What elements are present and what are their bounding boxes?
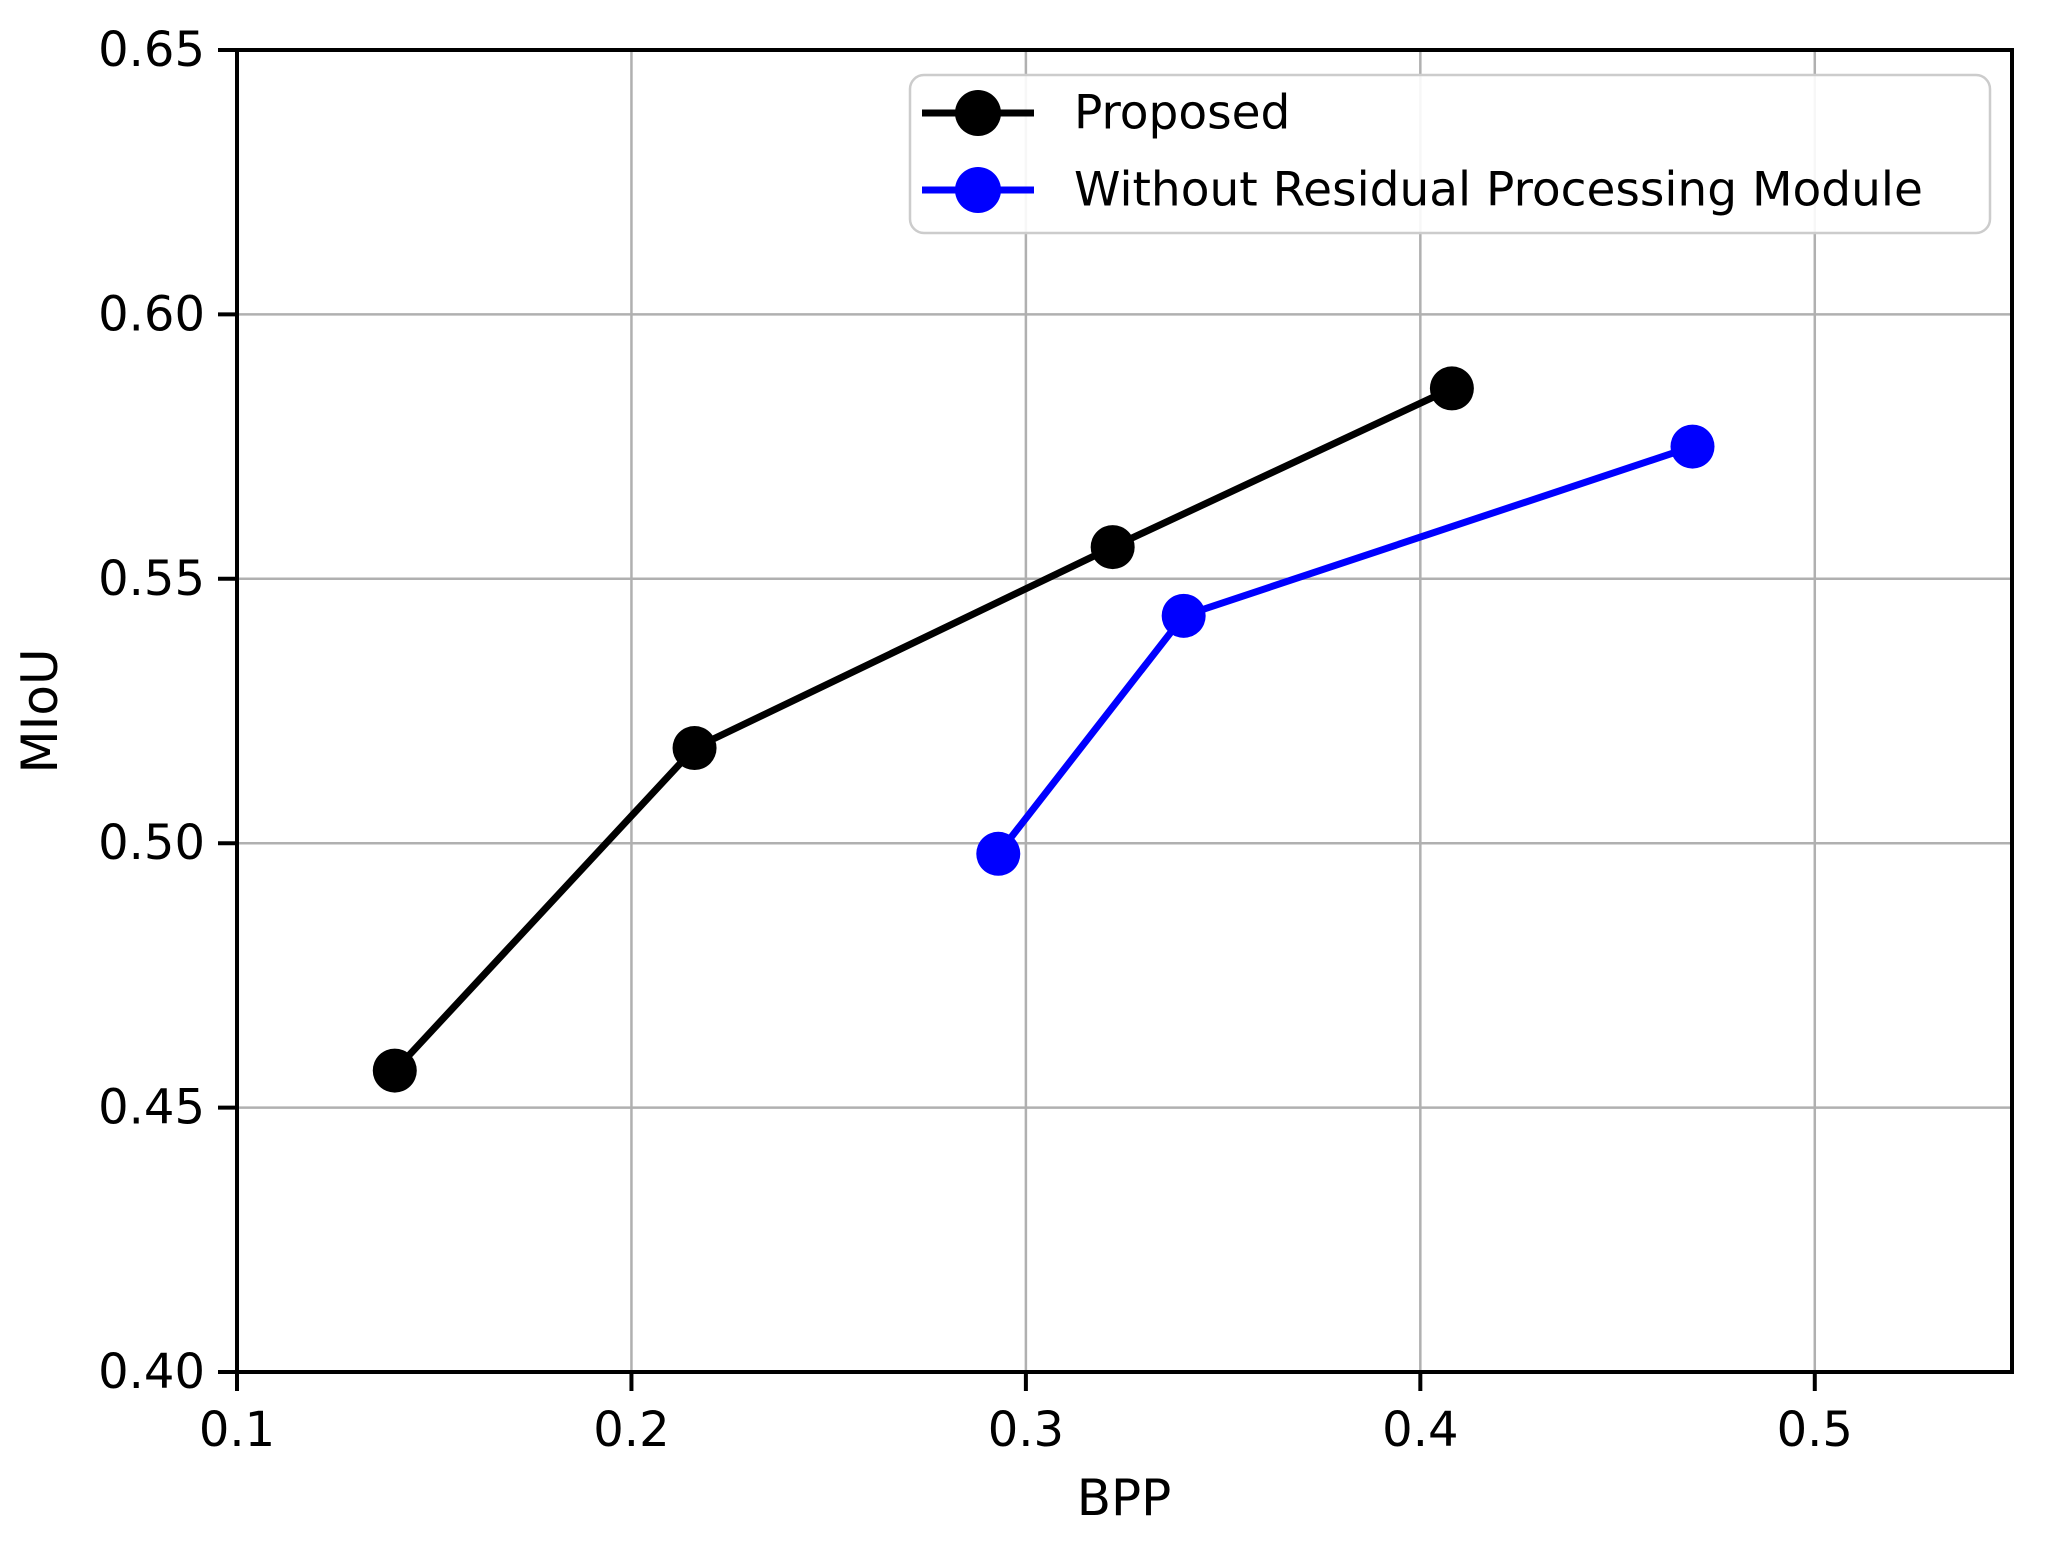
x-tick-label: 0.2 (593, 1402, 669, 1458)
y-tick-label: 0.40 (98, 1344, 205, 1400)
series-without-residual-processing-module-line (994, 443, 1696, 858)
series-proposed-marker (1090, 525, 1135, 570)
axes-layer: 0.1 0.2 0.3 0.4 0.5 0.40 0.45 0.50 0.55 0.60 0.65 (98, 22, 2014, 1458)
series-without-residual-processing-module-marker (976, 831, 1021, 876)
series-proposed-marker (1429, 366, 1474, 411)
y-tick-label: 0.45 (98, 1080, 205, 1136)
y-tick-label: 0.65 (98, 22, 205, 78)
legend-marker (955, 167, 1001, 213)
y-axis-label: MIoU (11, 648, 69, 773)
legend-label-without-residual-processing-module: Without Residual Processing Module (1074, 163, 1923, 218)
legend-box (908, 73, 1992, 235)
y-tick-label: 0.60 (98, 286, 205, 342)
y-tick-label: 0.50 (98, 815, 205, 871)
legend-label-proposed: Proposed (1074, 86, 1290, 141)
x-tick-label: 0.5 (1777, 1402, 1853, 1458)
legend: Proposed Without Residual Processing Modu… (908, 73, 1992, 235)
plot-border (235, 48, 2014, 1374)
series-proposed-line (391, 384, 1456, 1075)
series-proposed-marker (672, 726, 717, 771)
x-tick-label: 0.4 (1382, 1402, 1458, 1458)
x-axis-label: BPP (1077, 1469, 1172, 1527)
x-tick-label: 0.3 (988, 1402, 1064, 1458)
y-tick-label: 0.55 (98, 551, 205, 607)
series-layer (372, 366, 1715, 1093)
series-without-residual-processing-module-marker (1161, 593, 1206, 638)
legend-marker (955, 90, 1001, 136)
x-tick-label: 0.1 (199, 1402, 275, 1458)
grid-layer (235, 48, 2012, 1374)
series-without-residual-processing-module-marker (1670, 424, 1715, 469)
series-proposed-marker (372, 1048, 417, 1093)
